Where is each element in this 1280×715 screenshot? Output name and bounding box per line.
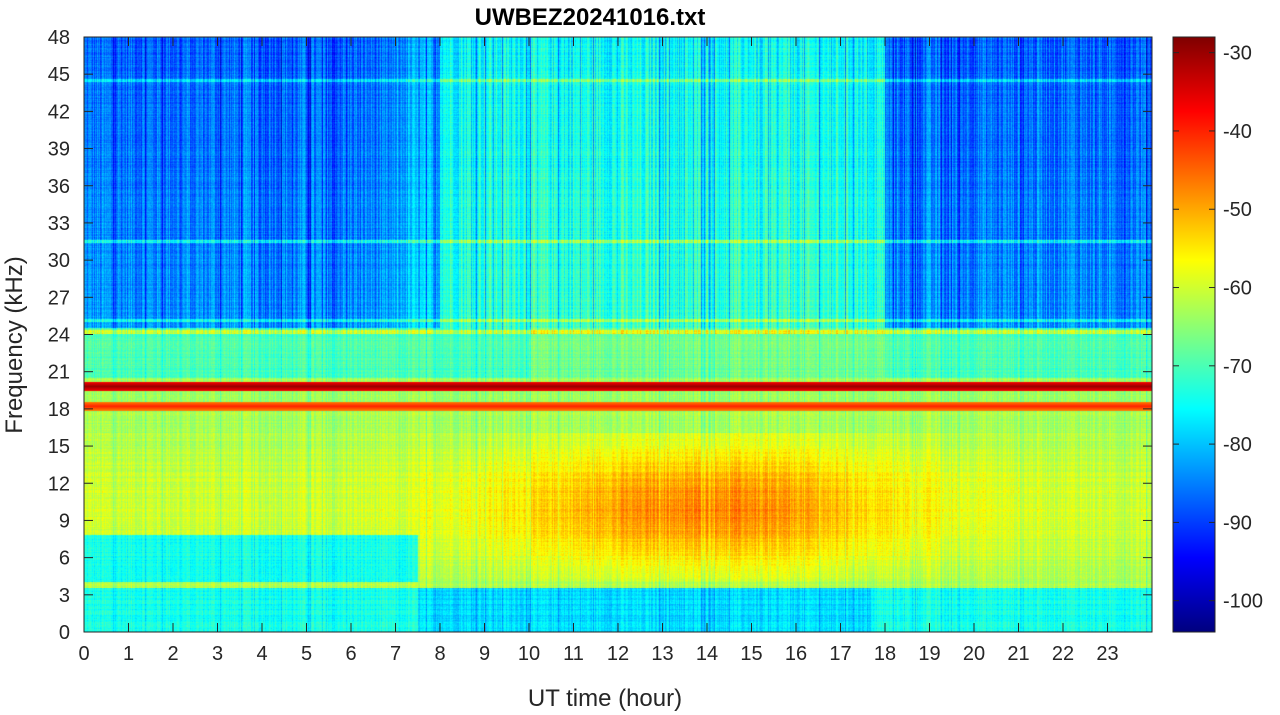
colorbar-ticks: -100 -90 -80 -70 -60 -50 -40 -30 [1173,43,1263,613]
x-tick-label: 13 [651,643,673,665]
colorbar-tick-label: -70 [1223,356,1252,378]
x-axis: 0 1 2 3 4 5 6 7 8 9 10 11 12 13 14 15 16 17 18 19 20 21 22 23 [78,37,1119,665]
x-tick-label: 17 [829,643,851,665]
colorbar-gradient [1173,37,1215,632]
colorbar-tick-label: -60 [1223,278,1252,300]
y-tick-label: 3 [59,585,70,607]
x-tick-label: 21 [1007,643,1029,665]
x-tick-label: 18 [874,643,896,665]
x-tick-label: 16 [785,643,807,665]
colorbar-tick-label: -90 [1223,512,1252,534]
colorbar-tick-label: -80 [1223,434,1252,456]
x-tick-label: 12 [607,643,629,665]
x-axis-title: UT time (hour) [528,685,682,712]
colorbar-tick-label: -100 [1223,591,1263,613]
y-tick-label: 15 [48,436,70,458]
x-tick-label: 3 [212,643,223,665]
y-tick-label: 39 [48,139,70,161]
x-tick-label: 19 [918,643,940,665]
x-tick-label: 1 [123,643,134,665]
x-tick-label: 20 [963,643,985,665]
y-tick-label: 36 [48,176,70,198]
x-tick-label: 22 [1052,643,1074,665]
colorbar-tick-label: -40 [1223,121,1252,143]
colorbar: -100 -90 -80 -70 -60 -50 -40 -30 [1172,36,1263,633]
x-tick-label: 8 [434,643,445,665]
y-tick-label: 18 [48,399,70,421]
y-tick-label: 42 [48,101,70,123]
y-tick-label: 45 [48,64,70,86]
y-tick-label: 48 [48,27,70,49]
colorbar-tick-label: -30 [1223,43,1252,65]
x-tick-label: 7 [390,643,401,665]
x-tick-label: 0 [78,643,89,665]
y-axis-title: Frequency (kHz) [1,256,28,433]
y-tick-label: 12 [48,473,70,495]
y-tick-label: 27 [48,287,70,309]
chart-title: UWBEZ20241016.txt [475,4,706,31]
spectrogram-heatmap [84,37,1152,632]
x-tick-label: 10 [518,643,540,665]
x-tick-label: 5 [301,643,312,665]
y-tick-label: 0 [59,622,70,644]
x-tick-label: 23 [1096,643,1118,665]
x-tick-label: 14 [696,643,718,665]
y-tick-label: 6 [59,548,70,570]
plot-area [83,36,1153,633]
x-tick-label: 6 [345,643,356,665]
x-tick-label: 4 [256,643,267,665]
y-tick-label: 24 [48,325,70,347]
y-tick-label: 33 [48,213,70,235]
colorbar-tick-label: -50 [1223,199,1252,221]
x-tick-label: 11 [563,643,584,665]
y-tick-label: 9 [59,510,70,532]
colorbar-frame [1172,36,1216,633]
y-tick-label: 30 [48,250,70,272]
x-tick-label: 2 [167,643,178,665]
y-tick-label: 21 [48,362,70,384]
x-tick-label: 15 [740,643,762,665]
x-tick-label: 9 [479,643,490,665]
